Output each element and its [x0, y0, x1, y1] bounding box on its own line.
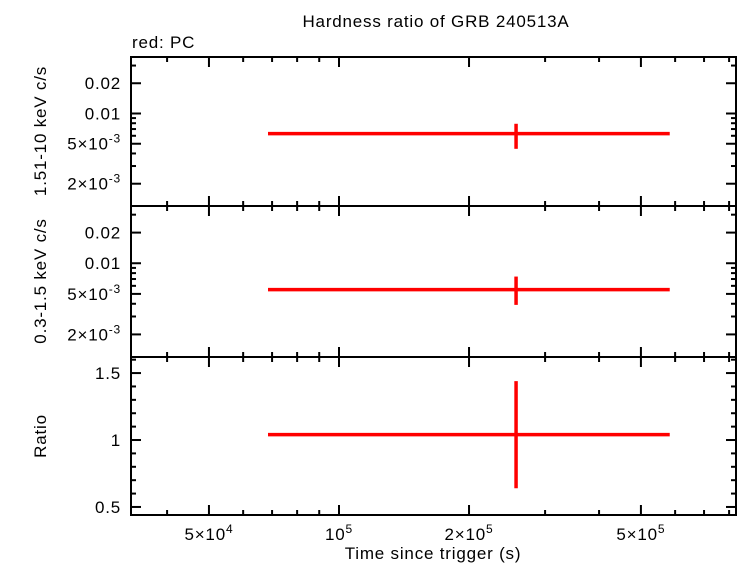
- y-tick-label: 1: [111, 431, 121, 450]
- y-axis-label-hard: 1.51-10 keV c/s: [31, 66, 50, 196]
- legend-pc-label: red: PC: [132, 33, 195, 52]
- y-tick-label: 2×10-3: [67, 322, 121, 344]
- panel-frame-ratio: [130, 356, 737, 516]
- y-tick-label: 2×10-3: [67, 172, 121, 194]
- x-tick-label: 5×104: [184, 522, 233, 544]
- x-tick-label: 5×105: [616, 522, 665, 544]
- y-tick-label: 0.01: [85, 254, 121, 273]
- panel-frame-hard: [130, 56, 737, 207]
- y-tick-label: 0.01: [85, 104, 121, 123]
- y-axis-label-soft: 0.3-1.5 keV c/s: [31, 218, 50, 343]
- y-tick-label: 5×10-3: [67, 132, 121, 154]
- panel-frame-soft: [130, 205, 737, 358]
- x-axis-label: Time since trigger (s): [345, 544, 522, 563]
- x-tick-label: 2×105: [445, 522, 494, 544]
- plot-generated-layer: 0.02 0.01 5×10-3 2×10-3 0.02 0.01 5×10-3 2×10-3…: [67, 56, 737, 544]
- y-axis-label-ratio: Ratio: [31, 414, 50, 458]
- plot-title: Hardness ratio of GRB 240513A: [302, 12, 569, 31]
- y-tick-label: 0.5: [95, 498, 121, 517]
- x-tick-label: 105: [325, 522, 353, 544]
- y-tick-label: 0.02: [85, 224, 121, 243]
- y-tick-label: 0.02: [85, 74, 121, 93]
- y-tick-label: 1.5: [95, 364, 121, 383]
- y-tick-label: 5×10-3: [67, 282, 121, 304]
